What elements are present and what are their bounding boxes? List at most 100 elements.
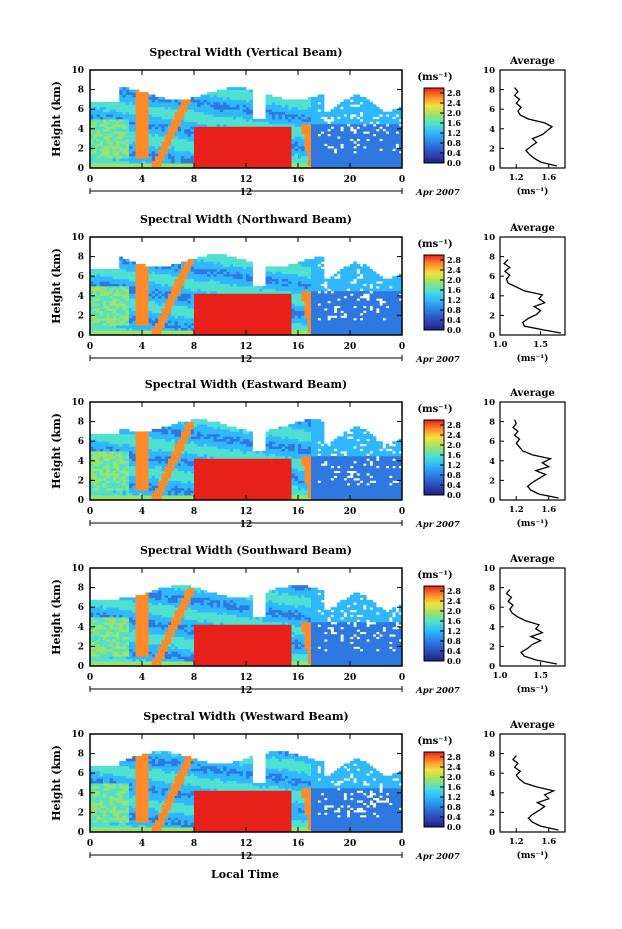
heatmap-cell xyxy=(213,286,218,289)
heatmap-cell xyxy=(288,283,292,287)
heatmap-cell xyxy=(262,295,266,299)
heatmap-cell xyxy=(317,278,322,282)
heatmap-cell xyxy=(311,271,315,275)
heatmap-cell xyxy=(288,148,292,152)
heatmap-cell xyxy=(353,138,357,142)
heatmap-cell xyxy=(346,99,351,103)
heatmap-cell xyxy=(164,131,169,135)
heatmap-cell xyxy=(132,330,136,333)
heatmap-cell xyxy=(265,288,270,292)
heatmap-cell xyxy=(291,165,296,169)
heatmap-cell xyxy=(213,310,218,314)
heatmap-cell xyxy=(268,273,273,277)
heatmap-cell xyxy=(366,165,370,169)
heatmap-cell xyxy=(148,116,153,120)
heatmap-cell xyxy=(226,153,231,157)
heatmap-cell xyxy=(298,121,302,125)
heatmap-cell xyxy=(239,303,244,306)
heatmap-cell xyxy=(324,330,328,333)
heatmap-cell xyxy=(93,121,97,125)
heatmap-cell xyxy=(246,295,250,299)
heatmap-cell xyxy=(161,278,166,282)
heatmap-cell xyxy=(226,119,231,122)
heatmap-cell xyxy=(151,310,156,314)
heatmap-cell xyxy=(346,141,351,144)
heatmap-cell xyxy=(177,119,182,122)
heatmap-cell xyxy=(311,109,315,113)
heatmap-cell xyxy=(213,150,218,154)
heatmap-cell xyxy=(158,330,162,333)
heatmap-cell xyxy=(93,155,97,159)
heatmap-cell xyxy=(343,310,348,314)
heatmap-cell xyxy=(252,128,257,132)
heatmap-cell xyxy=(307,261,312,265)
heatmap-cell xyxy=(184,312,188,316)
heatmap-cell xyxy=(259,163,263,166)
heatmap-cell xyxy=(275,121,279,125)
heatmap-cell xyxy=(142,305,146,309)
heatmap-cell xyxy=(187,131,192,135)
heatmap-cell xyxy=(359,133,364,137)
heatmap-cell xyxy=(168,101,172,105)
heatmap-cell xyxy=(317,106,322,110)
heatmap-cell xyxy=(366,101,370,105)
heatmap-cell xyxy=(177,111,182,115)
heatmap-cell xyxy=(317,111,322,115)
heatmap-cell xyxy=(291,145,296,149)
heatmap-cell xyxy=(229,308,234,311)
heatmap-cell xyxy=(298,126,302,130)
heatmap-cell xyxy=(96,330,101,333)
heatmap-cell xyxy=(210,286,214,289)
heatmap-cell xyxy=(311,268,315,272)
heatmap-cell xyxy=(249,320,253,324)
heatmap-cell xyxy=(200,278,205,282)
heatmap-cell xyxy=(216,305,221,309)
heatmap-cell xyxy=(317,114,322,117)
heatmap-cell xyxy=(246,320,250,324)
heatmap-cell xyxy=(307,121,312,125)
heatmap-cell xyxy=(255,155,260,159)
heatmap-cell xyxy=(181,330,185,333)
heatmap-cell xyxy=(239,295,244,299)
heatmap-cell xyxy=(99,310,104,314)
panel-title: Spectral Width (Northward Beam) xyxy=(140,213,352,226)
heatmap-cell xyxy=(135,281,140,284)
heatmap-cell xyxy=(340,165,344,169)
heatmap-cell xyxy=(99,136,104,139)
heatmap-cell xyxy=(281,155,286,159)
heatmap-cell xyxy=(229,320,234,324)
heatmap-cell xyxy=(213,145,218,149)
heatmap-cell xyxy=(135,94,140,98)
heatmap-cell xyxy=(304,153,309,157)
heatmap-cell xyxy=(132,310,136,314)
heatmap-cell xyxy=(252,327,257,331)
heatmap-cell xyxy=(236,94,240,98)
heatmap-cell xyxy=(398,131,403,135)
heatmap-cell xyxy=(145,322,149,326)
heatmap-cell xyxy=(249,298,253,302)
heatmap-cell xyxy=(356,131,361,135)
heatmap-cell xyxy=(181,263,185,267)
heatmap-cell xyxy=(369,128,374,132)
heatmap-cell xyxy=(109,308,114,311)
heatmap-cell xyxy=(223,276,227,280)
heatmap-cell xyxy=(337,317,341,321)
heatmap-cell xyxy=(190,327,195,331)
heatmap-cell xyxy=(213,266,218,270)
heatmap-cell xyxy=(122,317,127,321)
heatmap-cell xyxy=(207,153,211,157)
heatmap-cell xyxy=(103,155,107,159)
heatmap-cell xyxy=(158,158,162,162)
heatmap-cell xyxy=(171,283,175,287)
heatmap-cell xyxy=(314,271,318,275)
heatmap-cell xyxy=(291,133,296,137)
heatmap-cell xyxy=(278,283,283,287)
heatmap-cell xyxy=(249,312,253,316)
heatmap-cell xyxy=(350,133,354,137)
heatmap-cell xyxy=(96,312,101,316)
heatmap-cell xyxy=(259,141,263,144)
heatmap-cell xyxy=(294,271,299,275)
heatmap-cell xyxy=(320,99,325,103)
heatmap-cell xyxy=(145,96,149,100)
heatmap-cell xyxy=(194,128,198,132)
